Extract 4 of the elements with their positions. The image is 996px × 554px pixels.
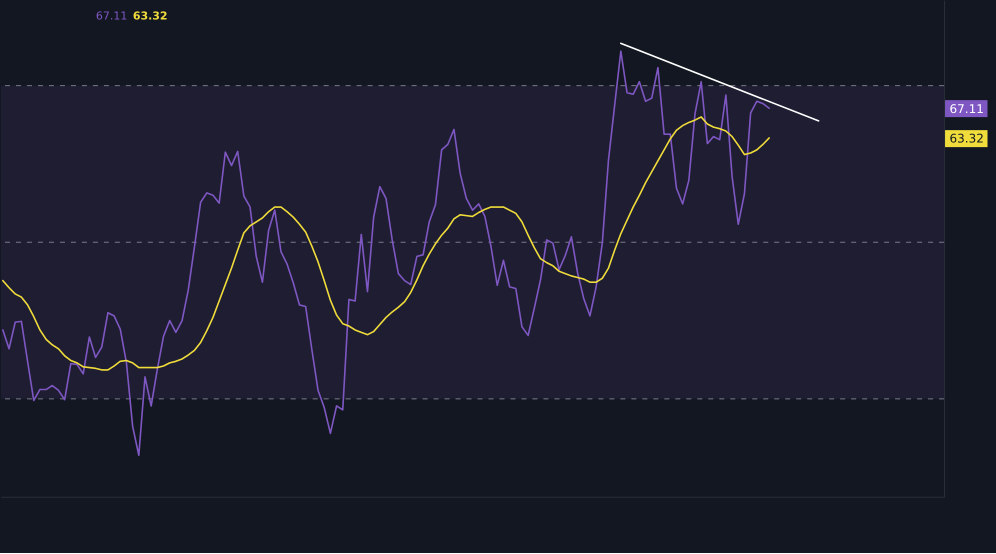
annotation: 67.11 <box>96 9 128 22</box>
line-series <box>2 50 770 456</box>
line-series <box>2 116 770 371</box>
annotation: 63.32 <box>132 9 168 22</box>
